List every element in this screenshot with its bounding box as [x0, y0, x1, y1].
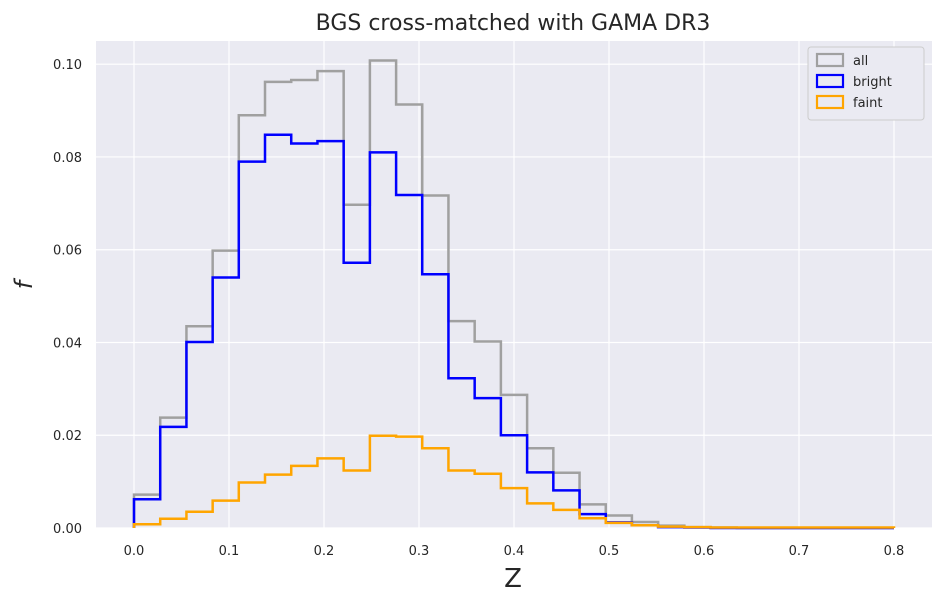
- x-tick-label: 0.1: [219, 544, 240, 559]
- x-tick-label: 0.0: [124, 544, 145, 559]
- x-axis-ticks: 0.0 0.1 0.2 0.3 0.4 0.5 0.6 0.7 0.8: [124, 544, 905, 559]
- y-tick-label: 0.06: [53, 244, 82, 259]
- legend: all bright faint: [807, 46, 925, 121]
- legend-label-bright: bright: [853, 75, 892, 90]
- y-tick-label: 0.04: [53, 336, 82, 351]
- series-faint: [132, 434, 896, 529]
- y-tick-label: 0.10: [53, 58, 82, 73]
- histogram-series: [132, 59, 896, 530]
- legend-swatch-all: [815, 52, 845, 68]
- x-axis-label: Z: [504, 564, 522, 594]
- x-tick-label: 0.6: [694, 544, 715, 559]
- legend-swatch-bright: [815, 73, 845, 89]
- chart-title: BGS cross-matched with GAMA DR3: [316, 11, 711, 36]
- x-tick-label: 0.2: [314, 544, 335, 559]
- x-tick-label: 0.3: [409, 544, 430, 559]
- y-axis-label: f: [10, 277, 38, 289]
- x-tick-label: 0.5: [599, 544, 620, 559]
- legend-swatch-faint: [815, 94, 845, 110]
- legend-label-faint: faint: [853, 96, 883, 111]
- y-tick-label: 0.08: [53, 151, 82, 166]
- legend-label-all: all: [853, 54, 868, 69]
- x-tick-label: 0.8: [884, 544, 905, 559]
- x-tick-label: 0.4: [504, 544, 525, 559]
- y-tick-label: 0.00: [53, 522, 82, 537]
- y-tick-label: 0.02: [53, 429, 82, 444]
- x-tick-label: 0.7: [789, 544, 810, 559]
- y-axis-ticks: 0.00 0.02 0.04 0.06 0.08 0.10: [53, 58, 82, 537]
